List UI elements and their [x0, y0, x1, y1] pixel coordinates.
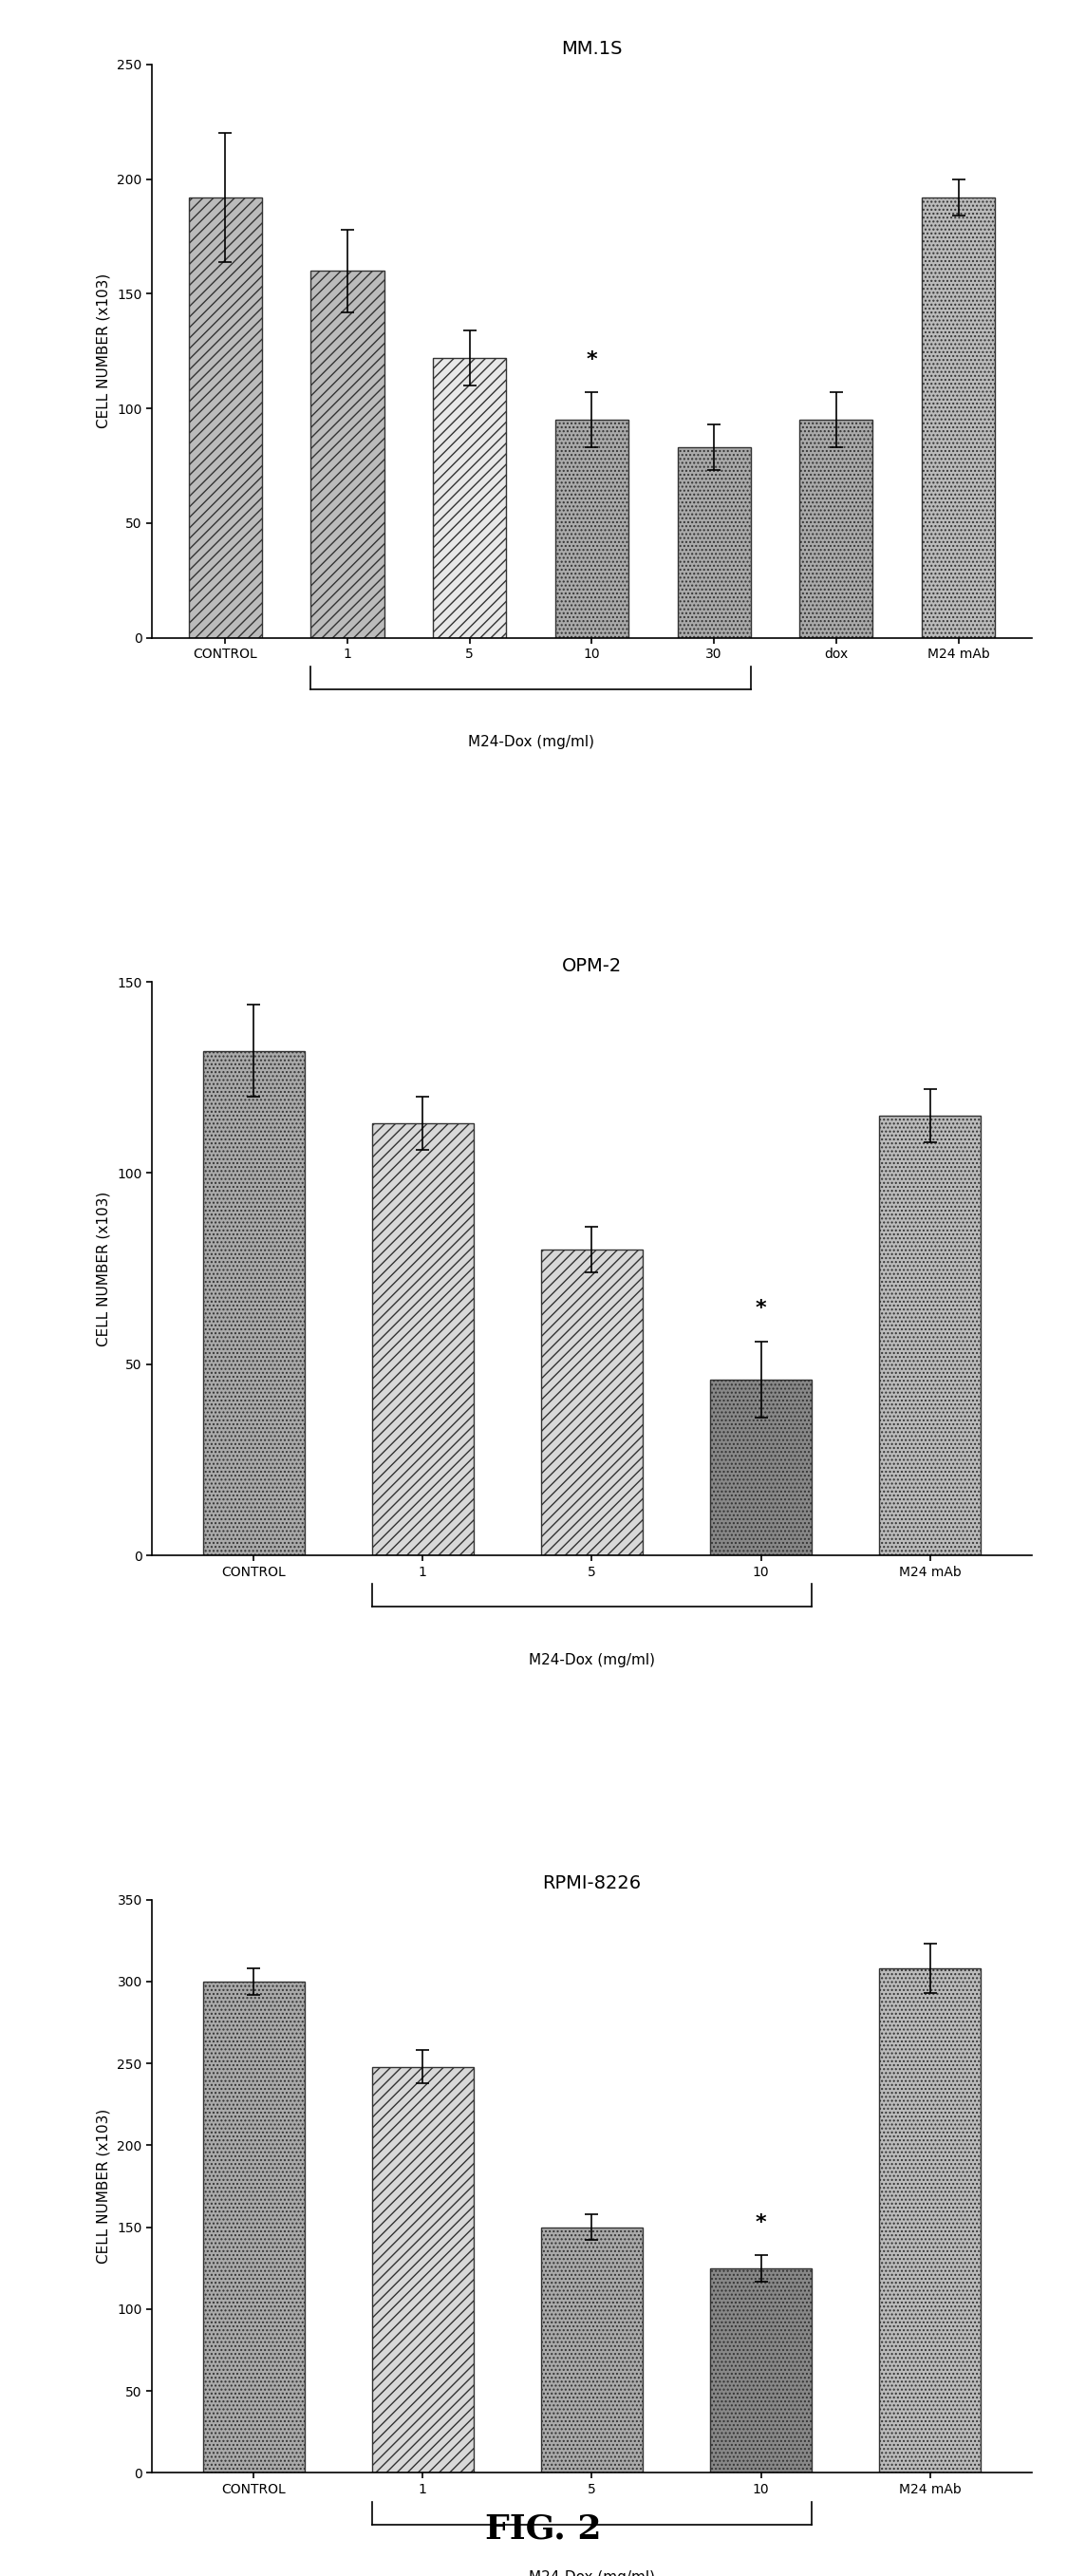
Text: M24-Dox (mg/ml): M24-Dox (mg/ml) — [529, 2571, 655, 2576]
Bar — [678, 448, 750, 639]
Title: RPMI-8226: RPMI-8226 — [542, 1875, 642, 1893]
Bar — [710, 1381, 812, 1556]
Text: M24-Dox (mg/ml): M24-Dox (mg/ml) — [468, 734, 594, 750]
Bar — [433, 358, 506, 639]
Bar — [203, 1051, 304, 1556]
Bar — [880, 1968, 981, 2473]
Bar — [922, 198, 995, 639]
Text: FIG. 2: FIG. 2 — [484, 2512, 602, 2545]
Title: OPM-2: OPM-2 — [561, 958, 622, 976]
Text: *: * — [756, 2213, 767, 2231]
Bar — [371, 1123, 473, 1556]
Bar — [880, 1115, 981, 1556]
Bar — [541, 2228, 643, 2473]
Bar — [203, 1981, 304, 2473]
Bar — [710, 2267, 812, 2473]
Bar — [371, 2066, 473, 2473]
Bar — [541, 1249, 643, 1556]
Y-axis label: CELL NUMBER (x103): CELL NUMBER (x103) — [97, 273, 111, 428]
Text: M24-Dox (mg/ml): M24-Dox (mg/ml) — [529, 1654, 655, 1667]
Bar — [555, 420, 629, 639]
Text: *: * — [586, 350, 597, 368]
Bar — [189, 198, 262, 639]
Y-axis label: CELL NUMBER (x103): CELL NUMBER (x103) — [97, 1190, 111, 1347]
Title: MM.1S: MM.1S — [561, 39, 622, 57]
Text: *: * — [756, 1298, 767, 1319]
Y-axis label: CELL NUMBER (x103): CELL NUMBER (x103) — [97, 2110, 111, 2264]
Bar — [311, 270, 384, 639]
Bar — [799, 420, 873, 639]
